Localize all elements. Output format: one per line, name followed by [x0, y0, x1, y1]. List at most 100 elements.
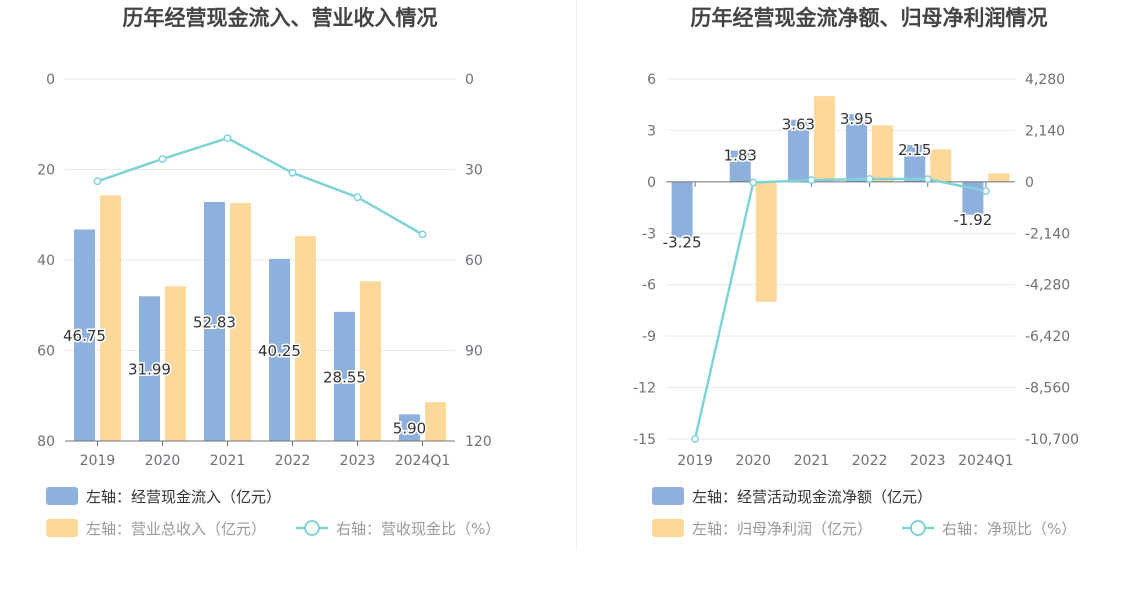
bar-series-1	[334, 311, 355, 441]
x-axis-category-label: 2024Q1	[395, 453, 451, 469]
bar-series-2	[425, 402, 446, 441]
right-chart: 历年经营现金流净额、归母净利润情况 6 4,280 3 2,140 0 0 -3 -2,140 -…	[633, 6, 1079, 538]
x-axis-category-label: 2023	[910, 453, 946, 469]
bar-series-2	[360, 281, 381, 441]
line-point	[981, 187, 990, 196]
line-series	[693, 177, 987, 440]
line-point	[418, 230, 427, 239]
x-axis-category-label: 2021	[794, 453, 830, 469]
right-axis-tick-label: 0	[1025, 175, 1034, 191]
left-axis-tick-label: 0	[647, 175, 656, 191]
x-axis-category-label: 2019	[80, 453, 116, 469]
bar-series-1	[846, 114, 868, 182]
x-axis-category-label: 2022	[852, 453, 888, 469]
legend-swatch	[652, 519, 684, 537]
left-axis-tick-label: -6	[642, 278, 656, 294]
line-point	[865, 175, 874, 183]
bar-data-label: 2.15	[898, 141, 931, 159]
right-axis-tick-label: 4,280	[1025, 72, 1065, 88]
bar-series-2	[872, 125, 894, 182]
right-axis-tick-label: -2,140	[1025, 226, 1070, 242]
legend-line-marker	[304, 520, 320, 536]
line-point	[288, 168, 297, 177]
bar-series-2	[930, 149, 952, 182]
x-axis-category-label: 2022	[275, 453, 311, 469]
line-point	[223, 134, 232, 143]
x-axis-category-label: 2024Q1	[958, 453, 1014, 469]
right-axis-tick-label: -4,280	[1025, 278, 1070, 294]
bar-data-label: -3.25	[663, 234, 702, 252]
legend-swatch	[652, 487, 684, 505]
left-axis-tick-label: 60	[37, 344, 55, 360]
bar-series-1	[269, 258, 290, 441]
left-axis-tick-label: -15	[633, 432, 656, 448]
bar-series-2	[755, 181, 777, 302]
right-axis-tick-label: -8,560	[1025, 381, 1070, 397]
bar-data-label: 40.25	[258, 342, 301, 360]
x-axis-category-label: 2019	[677, 453, 713, 469]
left-axis-tick-label: 3	[647, 123, 656, 139]
bar-data-label: 28.55	[323, 368, 366, 386]
right-chart-panel: 历年经营现金流净额、归母净利润情况 6 4,280 3 2,140 0 0 -3 -2,140 -…	[574, 0, 1148, 589]
left-axis-tick-label: 20	[37, 163, 55, 179]
bar-data-label: 52.83	[193, 313, 236, 331]
x-axis-category-label: 2020	[735, 453, 771, 469]
legend-label: 右轴：营收现金比（%）	[336, 520, 500, 538]
legend-label: 左轴：归母净利润（亿元）	[692, 520, 872, 538]
bar-series-1	[204, 201, 225, 441]
right-axis-tick-label: 60	[465, 253, 483, 269]
right-axis-tick-label: 0	[465, 72, 474, 88]
bar-series-1	[904, 145, 926, 182]
line-point	[158, 154, 167, 163]
right-axis-tick-label: 30	[465, 163, 483, 179]
bar-series-2	[295, 236, 316, 441]
chart-title: 历年经营现金流净额、归母净利润情况	[691, 6, 1048, 30]
legend-line-marker	[910, 520, 926, 536]
bar-data-label: 5.90	[393, 420, 426, 438]
bar-series-2	[230, 202, 251, 441]
x-axis-category-label: 2023	[340, 453, 376, 469]
line-point	[923, 175, 932, 184]
bar-series-2	[165, 286, 186, 441]
left-axis-tick-label: 0	[46, 72, 55, 88]
right-axis-tick-label: 90	[465, 344, 483, 360]
legend-swatch	[46, 487, 78, 505]
line-point	[353, 193, 362, 202]
left-axis-tick-label: 80	[37, 434, 55, 450]
left-axis-tick-label: -9	[642, 329, 656, 345]
x-axis-category-label: 2020	[145, 453, 181, 469]
right-axis-tick-label: 120	[465, 434, 492, 450]
bar-data-label: 1.83	[724, 146, 757, 164]
bar-series-1	[74, 229, 95, 441]
bar-series-2	[813, 96, 835, 182]
left-axis-tick-label: 6	[647, 72, 656, 88]
left-chart-panel: 历年经营现金流入、营业收入情况 0 0 20 30 40 60 60 90 80 120 2019 20…	[0, 0, 574, 589]
bar-data-label: 46.75	[63, 327, 106, 345]
left-chart: 历年经营现金流入、营业收入情况 0 0 20 30 40 60 60 90 80 120 2019 20…	[37, 6, 500, 538]
bar-data-label: 3.95	[840, 110, 873, 128]
bar-series-1	[671, 181, 693, 238]
bar-data-label: 31.99	[128, 361, 171, 379]
legend-label: 左轴：营业总收入（亿元）	[86, 520, 266, 538]
line-point	[691, 435, 700, 443]
bar-series-1	[787, 119, 809, 182]
chart-title: 历年经营现金流入、营业收入情况	[123, 6, 438, 30]
right-axis-tick-label: 2,140	[1025, 123, 1065, 139]
panel-divider	[576, 0, 577, 550]
legend-swatch	[46, 519, 78, 537]
left-axis-tick-label: -12	[633, 381, 656, 397]
line-point	[807, 176, 816, 185]
line-series	[97, 136, 424, 236]
legend-label: 左轴：经营活动现金流净额（亿元）	[692, 488, 932, 506]
bar-series-1	[399, 414, 420, 441]
bar-data-label: -1.92	[954, 211, 993, 229]
right-axis-tick-label: -10,700	[1025, 432, 1079, 448]
legend-label: 左轴：经营现金流入（亿元）	[86, 488, 281, 506]
legend-label: 右轴：净现比（%）	[942, 520, 1076, 538]
right-axis-tick-label: -6,420	[1025, 329, 1070, 345]
bar-series-1	[139, 296, 160, 441]
line-point	[749, 178, 758, 187]
x-axis-category-label: 2021	[210, 453, 246, 469]
line-point	[93, 177, 102, 186]
bar-data-label: 3.63	[782, 116, 815, 134]
